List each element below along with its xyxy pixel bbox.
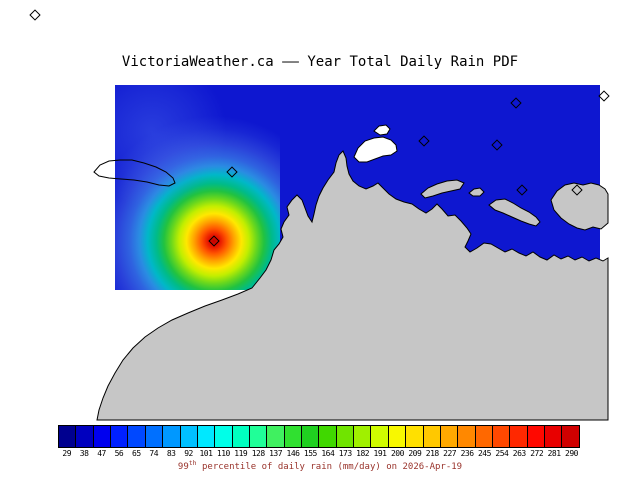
colorbar-tick-label: 74	[149, 449, 159, 458]
colorbar-segment	[405, 426, 423, 447]
colorbar-tick-label: 110	[216, 449, 230, 458]
caption-text: percentile of daily rain (mm/day) on 202…	[196, 462, 463, 472]
colorbar-tick-label: 164	[321, 449, 335, 458]
colorbar-segment	[335, 426, 354, 447]
colorbar-tick-label: 92	[184, 449, 193, 458]
figure-title: VictoriaWeather.ca –– Year Total Daily R…	[121, 54, 519, 70]
colorbar-tick-label: 236	[460, 449, 474, 458]
colorbar-tick-label: 146	[286, 449, 300, 458]
colorbar-segment	[127, 426, 145, 447]
colorbar-tick-label: 65	[132, 449, 141, 458]
colorbar-tick-label: 29	[62, 449, 72, 458]
colorbar-caption: 99th percentile of daily rain (mm/day) o…	[0, 459, 640, 472]
islet-outline	[93, 159, 176, 187]
colorbar-segment	[526, 426, 545, 447]
colorbar-tick-label: 83	[166, 449, 176, 458]
caption-percentile: 99	[177, 462, 189, 472]
colorbar-segment	[491, 426, 510, 447]
colorbar-tick-label: 209	[408, 449, 422, 458]
colorbar-segment	[283, 426, 302, 447]
colorbar-segment	[248, 426, 267, 447]
colorbar-tick-label: 227	[443, 449, 457, 458]
colorbar-segment	[544, 426, 562, 447]
colorbar-tick-label: 128	[251, 449, 265, 458]
colorbar-segment	[214, 426, 232, 447]
colorbar-segment	[301, 426, 319, 447]
colorbar-tick-label: 56	[114, 449, 124, 458]
colorbar-tick-label: 200	[390, 449, 404, 458]
colorbar-tick-label: 137	[269, 449, 283, 458]
colorbar-tick-label: 218	[425, 449, 439, 458]
colorbar-labels: 29 38 47 56 65 74 83 92 101 110 119 128 137 146 155 164…	[58, 449, 580, 458]
colorbar-segment	[561, 426, 579, 447]
colorbar-segment	[353, 426, 371, 447]
colorbar-segment	[110, 426, 128, 447]
field-light-patch	[115, 85, 280, 290]
colorbar-tick-label: 101	[199, 449, 213, 458]
colorbar-tick-label: 38	[79, 449, 89, 458]
colorbar-tick-label: 245	[477, 449, 491, 458]
colorbar-tick-label: 263	[512, 449, 526, 458]
colorbar-segment	[318, 426, 336, 447]
colorbar-tick-label: 182	[356, 449, 370, 458]
colorbar-segment	[457, 426, 475, 447]
colorbar-tick-label: 254	[495, 449, 509, 458]
colorbar-segment	[196, 426, 215, 447]
white-island	[353, 136, 398, 163]
colorbar	[58, 425, 580, 448]
colorbar-segment	[370, 426, 388, 447]
caption-superscript: th	[188, 459, 197, 467]
colorbar-segment	[231, 426, 249, 447]
colorbar-segment	[474, 426, 492, 447]
colorbar-segment	[179, 426, 197, 447]
colorbar-tick-label: 173	[338, 449, 352, 458]
colorbar-tick-label: 281	[547, 449, 561, 458]
colorbar-segment	[75, 426, 93, 447]
colorbar-segment	[422, 426, 440, 447]
colorbar-tick-label: 191	[373, 449, 387, 458]
colorbar-segment	[144, 426, 163, 447]
colorbar-tick-label: 155	[303, 449, 317, 458]
colorbar-segment	[387, 426, 406, 447]
colorbar-segment	[92, 426, 111, 447]
colorbar-segment	[509, 426, 527, 447]
mainland-coastline	[96, 150, 609, 421]
island	[488, 198, 541, 227]
colorbar-segment	[59, 426, 76, 447]
colorbar-segment	[439, 426, 458, 447]
colorbar-segment	[266, 426, 284, 447]
colorbar-tick-label: 290	[565, 449, 578, 458]
island	[420, 179, 465, 199]
colorbar-tick-label: 272	[530, 449, 544, 458]
white-island	[373, 124, 391, 136]
colorbar-tick-label: 47	[97, 449, 106, 458]
island	[468, 187, 485, 197]
island	[550, 182, 609, 231]
colorbar-segment	[162, 426, 180, 447]
colorbar-tick-label: 119	[234, 449, 248, 458]
